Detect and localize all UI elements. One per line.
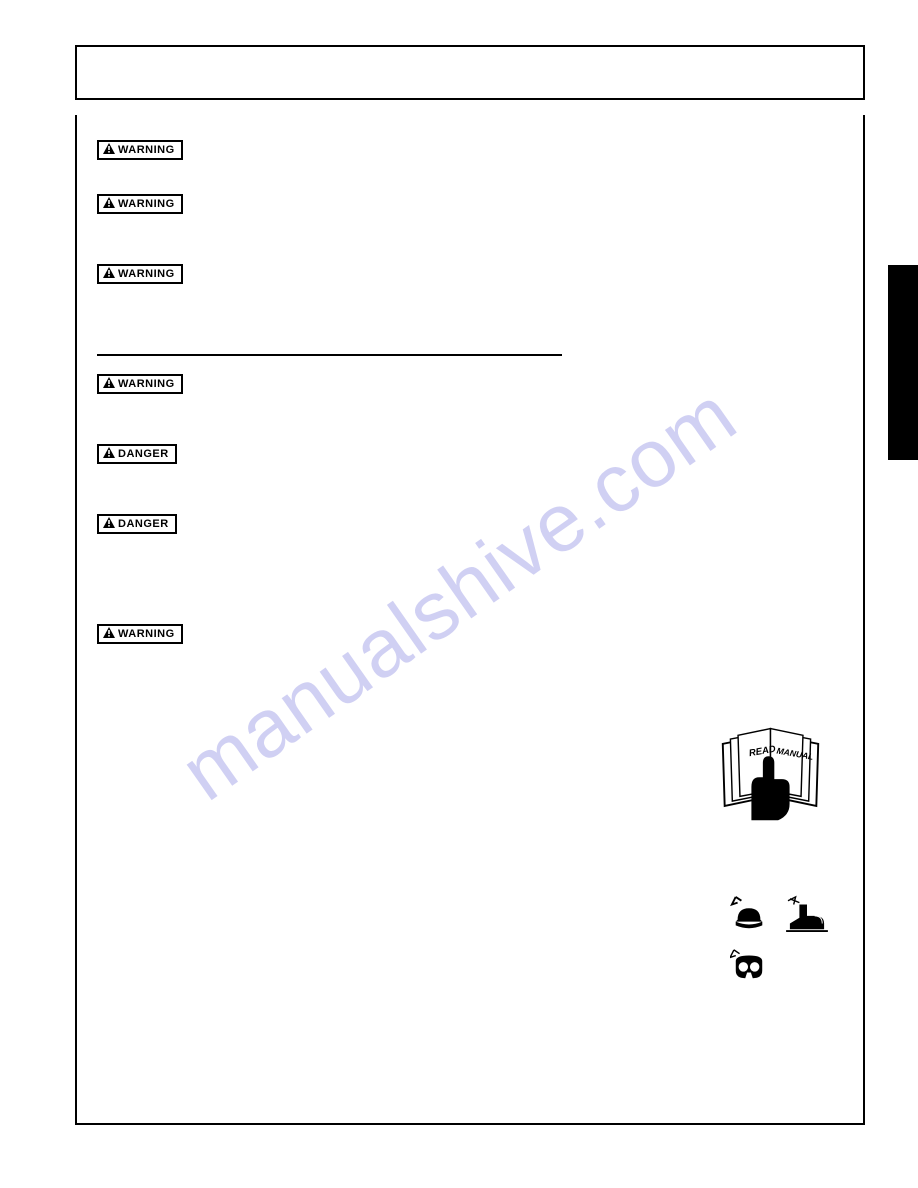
page: WARNING WARNING WARNING WARNING DANGER DANGER… bbox=[75, 45, 865, 1125]
paragraph-text bbox=[193, 140, 753, 172]
content-rows: WARNING WARNING WARNING WARNING DANGER DANGER… bbox=[97, 140, 843, 720]
section-divider bbox=[97, 354, 562, 356]
warning-badge: WARNING bbox=[97, 194, 183, 214]
badge-label: WARNING bbox=[118, 144, 175, 156]
safety-goggles-icon bbox=[730, 948, 768, 987]
alert-triangle-icon bbox=[103, 377, 115, 391]
alert-triangle-icon bbox=[103, 627, 115, 641]
danger-badge: DANGER bbox=[97, 444, 177, 464]
badge-label: WARNING bbox=[118, 378, 175, 390]
side-tab bbox=[888, 265, 918, 460]
steel-toe-boot-icon bbox=[786, 895, 828, 938]
warning-badge: WARNING bbox=[97, 264, 183, 284]
paragraph-text bbox=[193, 194, 753, 242]
warning-row: WARNING bbox=[97, 374, 843, 422]
danger-row: DANGER bbox=[97, 444, 843, 492]
warning-badge: WARNING bbox=[97, 374, 183, 394]
alert-triangle-icon bbox=[103, 197, 115, 211]
danger-row: DANGER bbox=[97, 514, 843, 594]
ppe-icons bbox=[730, 895, 828, 987]
badge-label: DANGER bbox=[118, 448, 169, 460]
content-box: WARNING WARNING WARNING WARNING DANGER DANGER… bbox=[75, 115, 865, 1125]
warning-badge: WARNING bbox=[97, 140, 183, 160]
alert-triangle-icon bbox=[103, 517, 115, 531]
badge-label: DANGER bbox=[118, 518, 169, 530]
warning-row: WARNING bbox=[97, 624, 843, 720]
title-box bbox=[75, 45, 865, 100]
warning-badge: WARNING bbox=[97, 624, 183, 644]
paragraph-text bbox=[193, 624, 633, 720]
paragraph-text bbox=[193, 374, 753, 422]
paragraph-text bbox=[187, 514, 627, 594]
paragraph-text bbox=[187, 444, 747, 492]
paragraph-text bbox=[193, 264, 753, 328]
alert-triangle-icon bbox=[103, 267, 115, 281]
badge-label: WARNING bbox=[118, 628, 175, 640]
alert-triangle-icon bbox=[103, 447, 115, 461]
warning-row: WARNING bbox=[97, 194, 843, 242]
badge-label: WARNING bbox=[118, 198, 175, 210]
hardhat-icon bbox=[730, 895, 768, 938]
read-manual-icon: READ MANUAL bbox=[713, 720, 828, 830]
warning-row: WARNING bbox=[97, 264, 843, 328]
badge-label: WARNING bbox=[118, 268, 175, 280]
alert-triangle-icon bbox=[103, 143, 115, 157]
danger-badge: DANGER bbox=[97, 514, 177, 534]
warning-row: WARNING bbox=[97, 140, 843, 172]
